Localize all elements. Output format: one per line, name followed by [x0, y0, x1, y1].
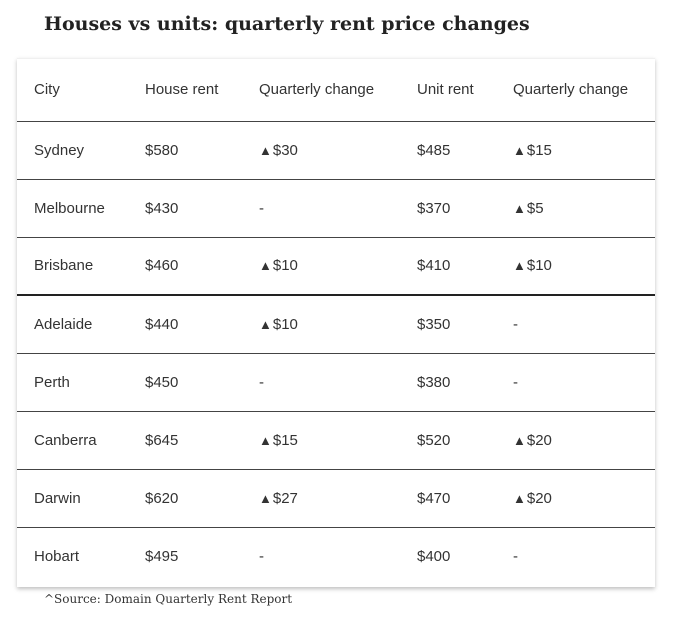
house-rent-cell: $620 [145, 489, 179, 507]
house-change-cell: $27 [259, 469, 417, 527]
house-rent-cell: $580 [145, 141, 179, 159]
unit-change-cell: $15 [513, 121, 655, 179]
city-cell: Brisbane [34, 257, 94, 275]
table-row: Brisbane$460$10$410$10 [17, 237, 655, 295]
column-header-city: City [17, 59, 145, 122]
house-rent-cell: $450 [145, 373, 179, 391]
unit-rent-cell: $350 [417, 315, 451, 333]
unit-rent-cell: $370 [417, 199, 451, 217]
house-change-cell: $15 [259, 411, 417, 469]
city-cell: Melbourne [34, 199, 105, 217]
column-header-unit-rent: Unit rent [417, 59, 513, 122]
house-change-cell: $30 [259, 121, 417, 179]
unit-rent-cell: $470 [417, 489, 451, 507]
unit-change-cell: $10 [513, 237, 655, 295]
table-row: Perth $450 - $380 - [17, 353, 655, 411]
house-rent-cell: $460 [145, 257, 179, 275]
house-change-cell: $10 [259, 237, 417, 295]
unit-rent-cell: $410 [417, 257, 451, 275]
table-row: Melbourne $430 - $370 $5 [17, 179, 655, 237]
house-change-cell: - [259, 373, 264, 391]
house-rent-cell: $430 [145, 199, 179, 217]
unit-rent-cell: $520 [417, 431, 451, 449]
city-cell: Sydney [34, 141, 85, 159]
column-header-house-change: Quarterly change [259, 59, 417, 122]
column-header-house-rent: House rent [145, 59, 259, 122]
unit-change-cell: $20 [513, 469, 655, 527]
column-header-unit-change: Quarterly change [513, 59, 655, 122]
house-change-cell: - [259, 547, 264, 565]
table-row: Sydney $580 $30$485 $15 [17, 121, 655, 179]
rent-table-container: City House rent Quarterly change Unit re… [17, 58, 655, 587]
house-rent-cell: $645 [145, 431, 179, 449]
unit-change-cell: - [513, 373, 518, 391]
city-cell: Darwin [34, 489, 81, 507]
table-body: Sydney $580 $30$485 $15 Melbourne $430 - $370 $5… [17, 121, 655, 585]
city-cell: Perth [34, 373, 70, 391]
house-change-cell: $10 [259, 295, 417, 353]
table-row: Adelaide $440 $10$350 - [17, 295, 655, 353]
table-row: Canberra $645 $15$520 $20 [17, 411, 655, 469]
city-cell: Adelaide [34, 315, 93, 333]
chart-title: Houses vs units: quarterly rent price ch… [44, 13, 530, 35]
unit-rent-cell: $485 [417, 141, 451, 159]
unit-change-cell: $20 [513, 411, 655, 469]
table-row: Darwin $620 $27$470 $20 [17, 469, 655, 527]
unit-change-cell: $5 [513, 179, 655, 237]
unit-rent-cell: $380 [417, 373, 451, 391]
source-note: ^Source: Domain Quarterly Rent Report [44, 592, 293, 606]
house-change-cell: - [259, 199, 264, 217]
city-cell: Canberra [34, 431, 97, 449]
table-header-row: City House rent Quarterly change Unit re… [17, 59, 655, 122]
table-row: Hobart $495 - $400 - [17, 527, 655, 585]
rent-table: City House rent Quarterly change Unit re… [17, 59, 655, 585]
unit-change-cell: - [513, 315, 518, 333]
unit-change-cell: - [513, 547, 518, 565]
city-cell: Hobart [34, 547, 80, 565]
house-rent-cell: $495 [145, 547, 179, 565]
unit-rent-cell: $400 [417, 547, 451, 565]
house-rent-cell: $440 [145, 315, 179, 333]
